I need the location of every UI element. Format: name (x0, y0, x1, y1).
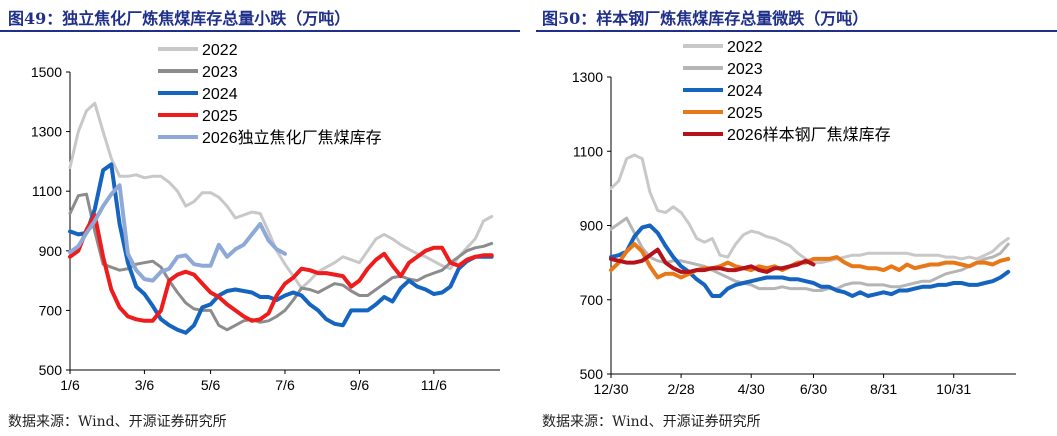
x-tick-label: 6/30 (800, 381, 827, 397)
line-chart-right: 500 700 900 1100 1300 12/30 2/28 4/30 6/30 8/31 10… (572, 39, 1016, 397)
chart-title-left: 图49：独立焦化厂炼焦煤库存总量小跌（万吨） (8, 9, 351, 28)
source-note-right: 数据来源：Wind、开源证券研究所 (542, 414, 761, 430)
title-divider-right (536, 30, 1057, 32)
legend-label: 2022 (727, 39, 763, 56)
x-tick-label: 12/30 (593, 381, 628, 397)
series-line-2022 (609, 153, 1010, 265)
series-line-2026 (609, 247, 816, 274)
line-chart-left: 500 700 900 1100 1300 1500 1/6 3/6 5/6 7/6 9/6 11/6… (31, 42, 500, 393)
x-tick-label: 8/31 (870, 381, 897, 397)
series-line-2023 (68, 192, 494, 332)
y-tick-label: 500 (39, 362, 63, 378)
y-tick-label: 500 (580, 366, 604, 382)
chart-panel-left: 图49：独立焦化厂炼焦煤库存总量小跌（万吨） 500 700 900 1100 1300… (0, 0, 520, 436)
y-tick-label: 1300 (31, 124, 62, 140)
x-tick-label: 11/6 (421, 377, 447, 393)
chart-panel-right: 图50：样本钢厂炼焦煤库存总量微跌（万吨） 500 700 900 1100 1300 1… (536, 0, 1057, 436)
legend-label: 2023 (727, 61, 763, 78)
legend-label: 2025 (727, 105, 763, 122)
x-tick-label: 4/30 (738, 381, 765, 397)
legend-label: 2026样本钢厂焦煤库存 (727, 126, 891, 144)
y-tick-label: 700 (580, 292, 604, 308)
legend-label: 2022 (202, 42, 238, 59)
legend-label: 2024 (727, 83, 763, 100)
x-tick-label: 10/31 (936, 381, 971, 397)
legend-label: 2025 (202, 108, 238, 125)
chart-title-right: 图50：样本钢厂炼焦煤库存总量微跌（万吨） (542, 9, 869, 28)
series-line-2026 (68, 183, 287, 283)
x-tick-label: 5/6 (201, 377, 221, 393)
legend-label: 2026独立焦化厂焦煤库存 (202, 129, 382, 147)
y-tick-label: 1500 (31, 64, 62, 80)
source-note-left: 数据来源：Wind、开源证券研究所 (8, 414, 227, 430)
y-tick-label: 1300 (572, 69, 603, 85)
x-tick-label: 7/6 (275, 377, 295, 393)
y-tick-label: 700 (39, 302, 63, 318)
series-line-2024 (609, 223, 1011, 298)
legend-label: 2024 (202, 86, 238, 103)
y-tick-label: 900 (39, 243, 63, 259)
x-tick-label: 1/6 (60, 377, 80, 393)
series-line-2025 (68, 213, 494, 323)
y-tick-label: 1100 (573, 143, 603, 159)
legend-label: 2023 (202, 64, 238, 81)
y-tick-label: 900 (580, 218, 604, 234)
x-tick-label: 3/6 (135, 377, 155, 393)
series-line-2024 (68, 162, 494, 335)
x-tick-label: 9/6 (350, 377, 370, 393)
x-tick-label: 2/28 (667, 381, 694, 397)
y-tick-label: 1100 (32, 183, 62, 199)
title-divider-left (0, 30, 520, 32)
